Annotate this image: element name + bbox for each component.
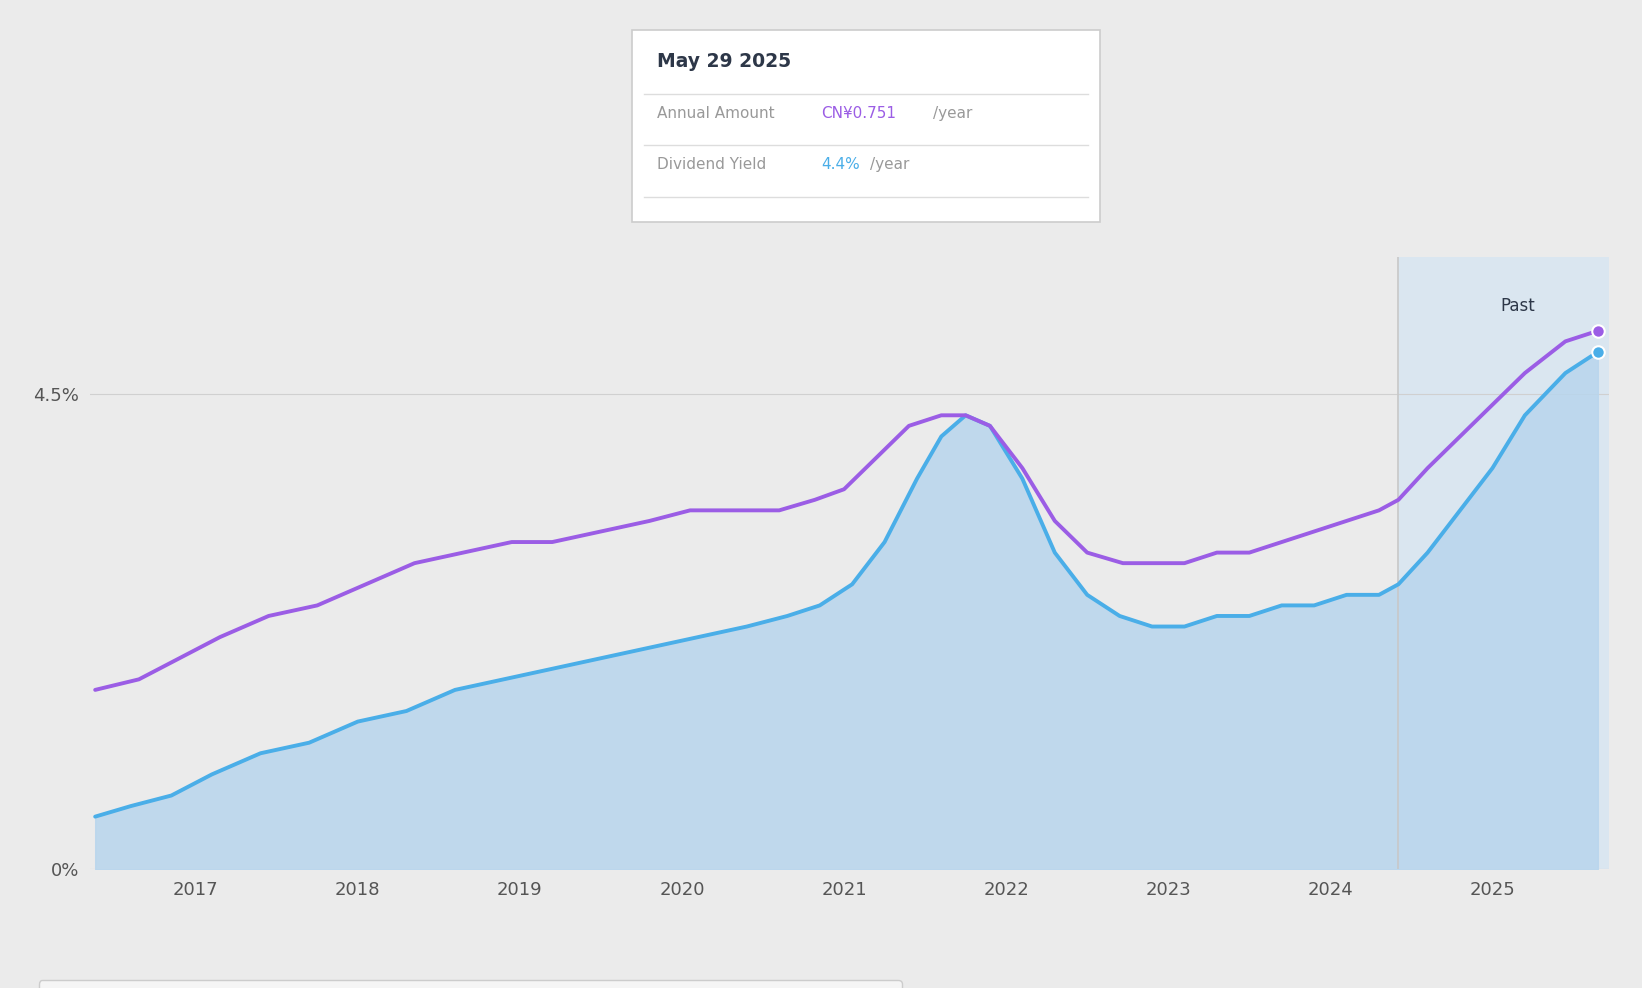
Legend: Dividend Yield, Dividend Payments, Annual Amount, Earnings Per Share: Dividend Yield, Dividend Payments, Annua…	[38, 980, 901, 988]
Text: Past: Past	[1501, 296, 1535, 315]
Text: /year: /year	[933, 106, 972, 121]
Text: /year: /year	[870, 157, 910, 172]
Text: Dividend Yield: Dividend Yield	[657, 157, 767, 172]
Text: May 29 2025: May 29 2025	[657, 52, 791, 71]
Text: CN¥0.751: CN¥0.751	[821, 106, 897, 121]
Bar	[1399, 257, 1609, 869]
Text: 4.4%: 4.4%	[821, 157, 860, 172]
Text: Annual Amount: Annual Amount	[657, 106, 775, 121]
